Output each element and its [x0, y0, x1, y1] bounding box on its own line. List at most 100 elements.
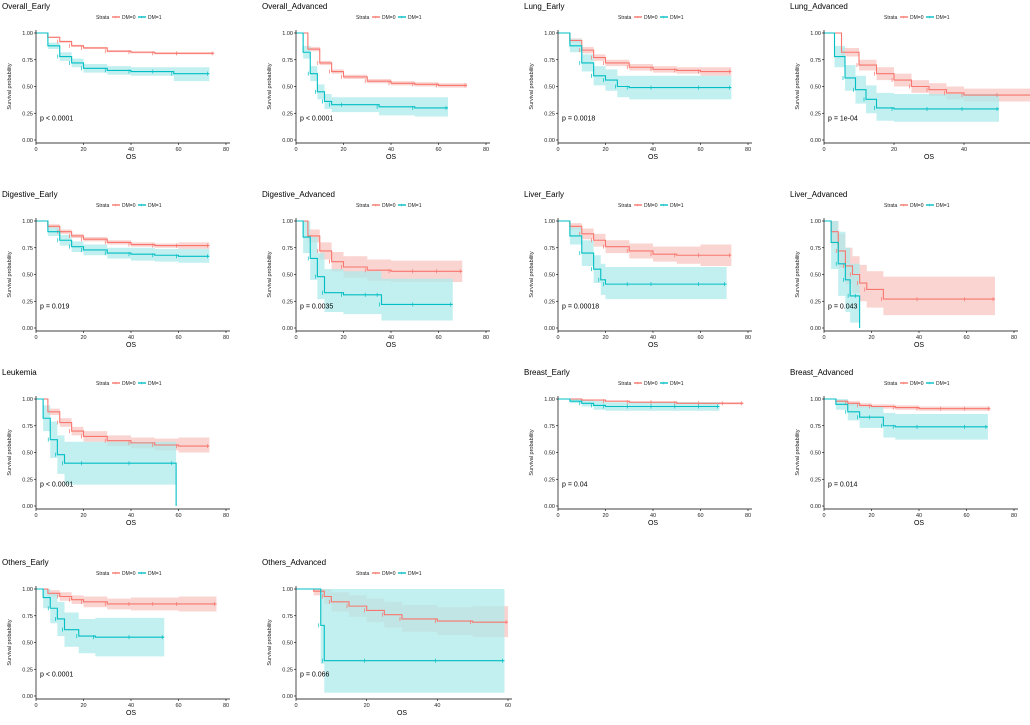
x-axis-label: OS [397, 710, 407, 717]
x-tick-label: 80 [223, 513, 229, 519]
km-curve-dm1 [558, 32, 732, 89]
y-tick-label: 1.00 [282, 31, 293, 37]
km-panel: Liver_Early Strata + DM=0 + DM=1 0.00 0.25 0.50 0… [524, 190, 752, 349]
y-tick-label: 0.25 [22, 477, 33, 483]
legend-plus-dm1: + [400, 15, 403, 21]
y-axis-label: Survival probability [7, 251, 13, 297]
legend-plus-dm1: + [140, 571, 143, 577]
km-panel: Others_Advanced Strata + DM=0 + DM=1 0.00 0.25 0… [262, 558, 512, 717]
km-curve-dm1 [36, 32, 210, 75]
y-tick-label: 0.00 [282, 694, 293, 700]
y-tick-label: 0.50 [22, 451, 33, 457]
y-tick-label: 0.50 [810, 451, 821, 457]
y-tick-label: 1.00 [810, 219, 821, 225]
panel-title: Others_Early [2, 558, 49, 567]
y-tick-label: 0.25 [544, 111, 555, 117]
x-tick-label: 0 [822, 147, 825, 153]
y-tick-label: 0.75 [22, 58, 33, 64]
y-tick-label: 0.00 [282, 138, 293, 144]
y-tick-label: 0.50 [544, 273, 555, 279]
x-tick-label: 20 [340, 147, 346, 153]
legend-title: Strata [96, 571, 110, 577]
y-tick-label: 0.50 [22, 85, 33, 91]
x-tick-label: 0 [34, 147, 37, 153]
legend-plus-dm0: + [902, 381, 905, 387]
ci-band-dm1 [36, 589, 165, 657]
legend-plus-dm0: + [902, 203, 905, 209]
y-tick-label: 0.25 [810, 299, 821, 305]
y-tick-label: 0.00 [22, 138, 33, 144]
y-tick-label: 1.00 [544, 219, 555, 225]
legend-plus-dm1: + [400, 571, 403, 577]
legend-label-dm1: DM=1 [148, 15, 162, 21]
x-tick-label: 40 [650, 513, 656, 519]
p-value: p = 0.0018 [562, 116, 595, 123]
km-panel: Breast_Advanced Strata + DM=0 + DM=1 0.00 0.25 0… [790, 368, 1018, 527]
x-tick-label: 60 [963, 335, 969, 341]
legend-label-dm1: DM=1 [408, 203, 422, 209]
legend-plus-dm0: + [114, 15, 117, 21]
legend-title: Strata [618, 15, 632, 21]
y-tick-label: 0.50 [22, 273, 33, 279]
legend-title: Strata [356, 571, 370, 577]
p-value: p = 0.066 [300, 672, 329, 679]
y-tick-label: 0.50 [22, 641, 33, 647]
p-value: p < 0.0001 [40, 482, 73, 489]
p-value: p = 0.043 [828, 304, 857, 311]
y-tick-label: 0.00 [544, 504, 555, 510]
legend-plus-dm1: + [928, 381, 931, 387]
x-axis-label: OS [126, 154, 136, 161]
km-curve-dm0 [558, 220, 732, 256]
km-curve-dm0 [36, 32, 215, 54]
y-tick-label: 0.50 [282, 641, 293, 647]
y-tick-label: 0.25 [544, 299, 555, 305]
ci-band-dm1 [558, 399, 720, 411]
ci-band-dm1 [36, 221, 210, 263]
y-tick-label: 0.50 [282, 273, 293, 279]
legend-plus-dm1: + [928, 15, 931, 21]
x-tick-label: 80 [483, 147, 489, 153]
km-panel: Leukemia Strata + DM=0 + DM=1 0.00 0.25 0.50 0.75… [2, 368, 230, 527]
legend-label-dm0: DM=0 [382, 203, 396, 209]
y-tick-label: 0.25 [544, 477, 555, 483]
x-tick-label: 0 [294, 335, 297, 341]
legend-title: Strata [96, 381, 110, 387]
legend-plus-dm1: + [140, 381, 143, 387]
y-axis-label: Survival probability [529, 429, 535, 475]
km-panel: Liver_Advanced Strata + DM=0 + DM=1 0.00 0.25 0.… [790, 190, 1018, 349]
x-tick-label: 0 [556, 513, 559, 519]
y-tick-label: 0.75 [282, 58, 293, 64]
x-tick-label: 40 [916, 513, 922, 519]
y-tick-label: 0.50 [544, 451, 555, 457]
panel-title: Lung_Early [524, 2, 564, 11]
y-tick-label: 0.50 [282, 85, 293, 91]
legend-plus-dm1: + [400, 203, 403, 209]
x-tick-label: 60 [175, 703, 181, 709]
y-tick-label: 0.25 [22, 299, 33, 305]
y-tick-label: 0.75 [282, 614, 293, 620]
x-tick-label: 0 [556, 147, 559, 153]
legend: Strata + DM=0 + DM=1 [618, 15, 684, 21]
y-tick-label: 1.00 [544, 397, 555, 403]
x-tick-label: 60 [697, 147, 703, 153]
y-tick-label: 1.00 [22, 397, 33, 403]
legend-label-dm1: DM=1 [936, 381, 950, 387]
x-tick-label: 40 [128, 513, 134, 519]
y-tick-label: 0.75 [544, 246, 555, 252]
legend-label-dm0: DM=0 [644, 381, 658, 387]
km-curve-dm0 [36, 398, 210, 447]
panel-title: Others_Advanced [262, 558, 326, 567]
km-panel: Lung_Advanced Strata + DM=0 + DM=1 0.00 0.25 0.5… [790, 2, 1030, 161]
y-tick-label: 0.75 [810, 58, 821, 64]
legend-plus-dm0: + [374, 15, 377, 21]
y-tick-label: 0.00 [810, 504, 821, 510]
legend-label-dm0: DM=0 [122, 381, 136, 387]
x-tick-label: 20 [340, 335, 346, 341]
legend-title: Strata [618, 381, 632, 387]
km-curve-dm1 [296, 32, 448, 109]
panel-title: Liver_Advanced [790, 190, 847, 199]
legend-title: Strata [884, 15, 898, 21]
y-tick-label: 0.25 [282, 299, 293, 305]
ci-band-dm0 [36, 589, 217, 612]
legend: Strata + DM=0 + DM=1 [96, 381, 162, 387]
